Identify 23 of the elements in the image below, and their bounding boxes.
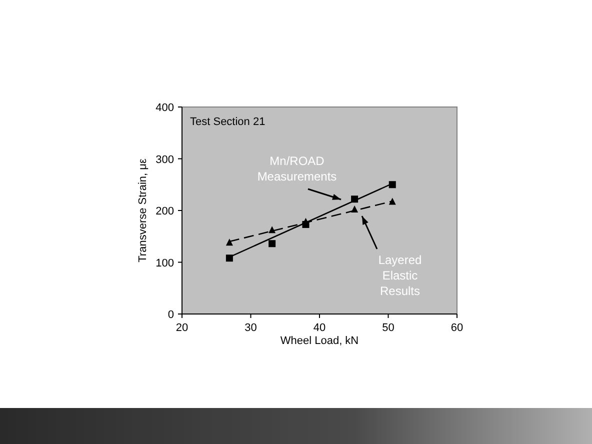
- y-axis-title: Transverse Strain, με: [137, 158, 149, 262]
- x-tick-label: 50: [382, 322, 394, 334]
- annotation: Test Section 21: [190, 116, 266, 128]
- point: [226, 254, 233, 262]
- x-tick-label: 30: [244, 322, 257, 334]
- x-tick-label: 40: [313, 322, 326, 334]
- x-axis-title: Wheel Load, kN: [280, 335, 359, 347]
- point: [388, 181, 396, 188]
- y-tick-label: 300: [156, 154, 174, 166]
- point: [226, 238, 233, 246]
- point: [351, 205, 358, 212]
- point: [268, 226, 276, 234]
- y-tick-label: 400: [156, 102, 174, 114]
- y-tick-label: 200: [156, 206, 174, 218]
- annotation: Layered Elastic Results: [378, 253, 422, 298]
- y-tick-label: 0: [168, 309, 174, 321]
- point: [388, 198, 396, 205]
- point: [351, 196, 358, 203]
- x-tick-label: 20: [176, 322, 188, 334]
- annotation: Mn/ROAD Measurements: [257, 154, 337, 184]
- point: [268, 240, 276, 248]
- x-tick-label: 60: [450, 322, 464, 334]
- y-tick-label: 100: [156, 257, 174, 270]
